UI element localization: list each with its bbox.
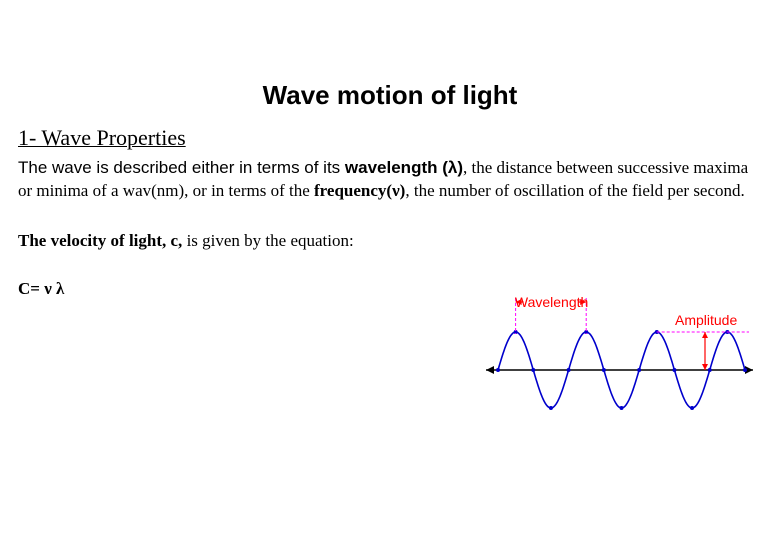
amplitude-label: Amplitude bbox=[675, 312, 737, 328]
heading-text: 1- Wave Properties bbox=[18, 125, 186, 150]
wavelength-label: Wavelength bbox=[515, 294, 588, 310]
para-frag-5: , the number of oscillation of the field… bbox=[405, 181, 744, 200]
para-frag-1: The wave is described either in terms of… bbox=[18, 158, 345, 177]
velocity-rest: is given by the equation: bbox=[187, 231, 354, 250]
page-title: Wave motion of light bbox=[0, 0, 780, 111]
wave-diagram: Wavelength Amplitude bbox=[480, 285, 760, 435]
velocity-sentence: The velocity of light, c, is given by th… bbox=[0, 231, 780, 251]
para-frag-frequency: frequency(ν) bbox=[314, 181, 405, 200]
title-text: Wave motion of light bbox=[263, 80, 518, 110]
para-frag-wavelength: wavelength (λ) bbox=[345, 158, 463, 177]
section-heading: 1- Wave Properties bbox=[0, 111, 780, 157]
description-paragraph: The wave is described either in terms of… bbox=[0, 157, 780, 203]
velocity-bold: The velocity of light, c, bbox=[18, 231, 187, 250]
equation-text: C= ν λ bbox=[18, 279, 64, 298]
para-frag-3a: , bbox=[463, 158, 472, 177]
